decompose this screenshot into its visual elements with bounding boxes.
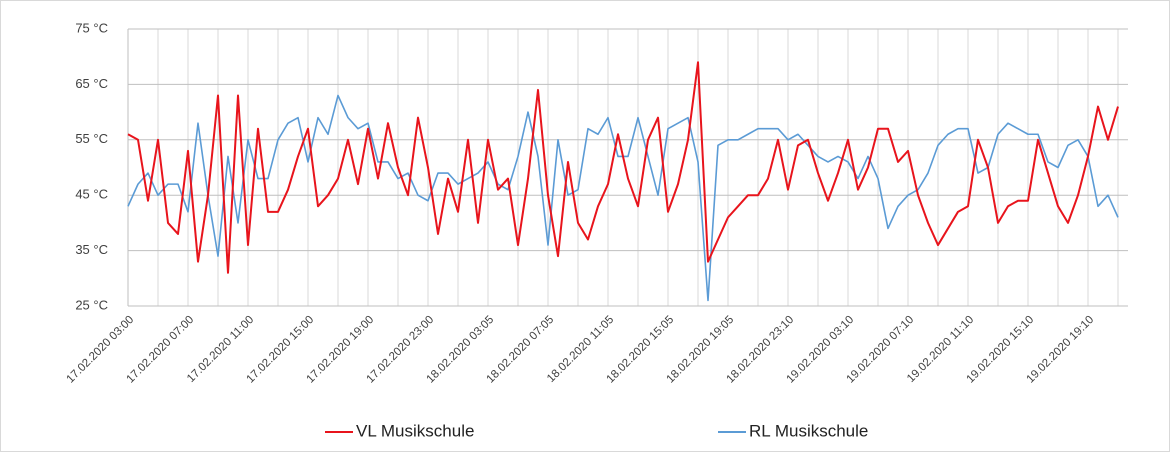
y-tick-label: 35 °C	[75, 242, 108, 257]
y-tick-label: 65 °C	[75, 76, 108, 91]
y-tick-label: 45 °C	[75, 187, 108, 202]
series-line	[127, 61, 1119, 274]
y-tick-label: 55 °C	[75, 131, 108, 146]
y-tick-label: 25 °C	[75, 297, 108, 312]
y-tick-label: 75 °C	[75, 20, 108, 35]
legend-label: VL Musikschule	[356, 421, 474, 440]
legend-label: RL Musikschule	[749, 421, 868, 440]
